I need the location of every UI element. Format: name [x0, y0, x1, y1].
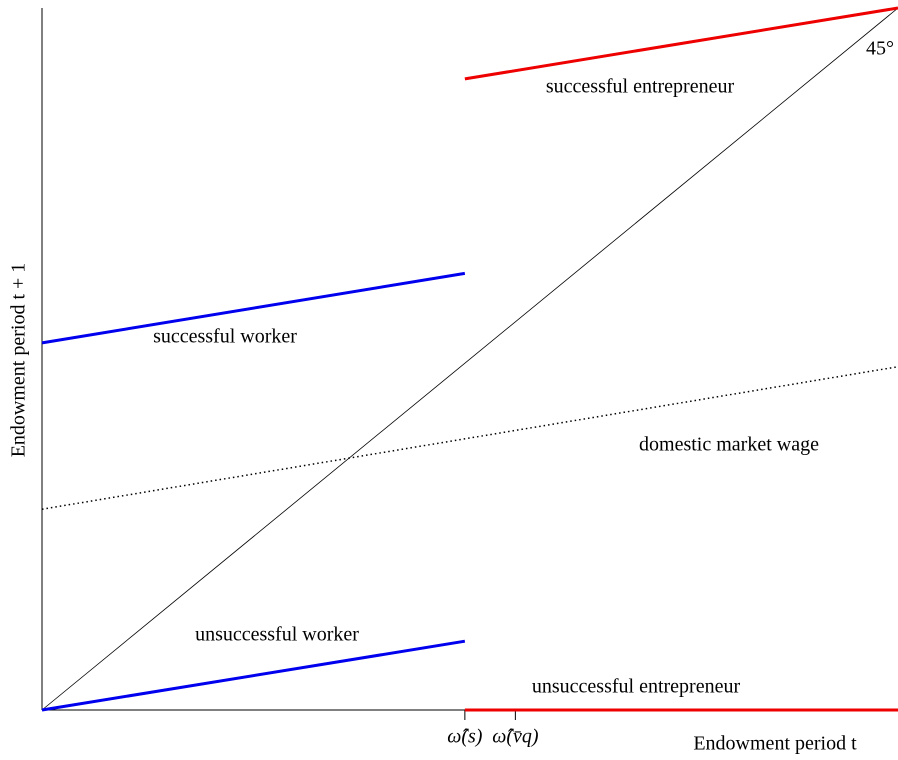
series-line	[41, 7, 898, 711]
series-label: unsuccessful worker	[195, 624, 359, 646]
x-axis-label: Endowment period t	[693, 733, 857, 755]
series-label: domestic market wage	[639, 434, 819, 456]
series-label: 45°	[866, 38, 894, 60]
series-line	[41, 271, 466, 345]
series-line	[41, 365, 898, 510]
series-label: successful entrepreneur	[546, 76, 735, 98]
series-line	[464, 6, 898, 81]
y-axis-label: Endowment period t + 1	[8, 263, 30, 458]
series-label: unsuccessful entrepreneur	[532, 676, 741, 698]
series-line	[41, 639, 466, 712]
x-tick-label: ω̂(v̄q)	[492, 726, 539, 748]
series-label: successful worker	[153, 326, 297, 348]
x-tick-label: ω̂(s)	[447, 726, 483, 748]
